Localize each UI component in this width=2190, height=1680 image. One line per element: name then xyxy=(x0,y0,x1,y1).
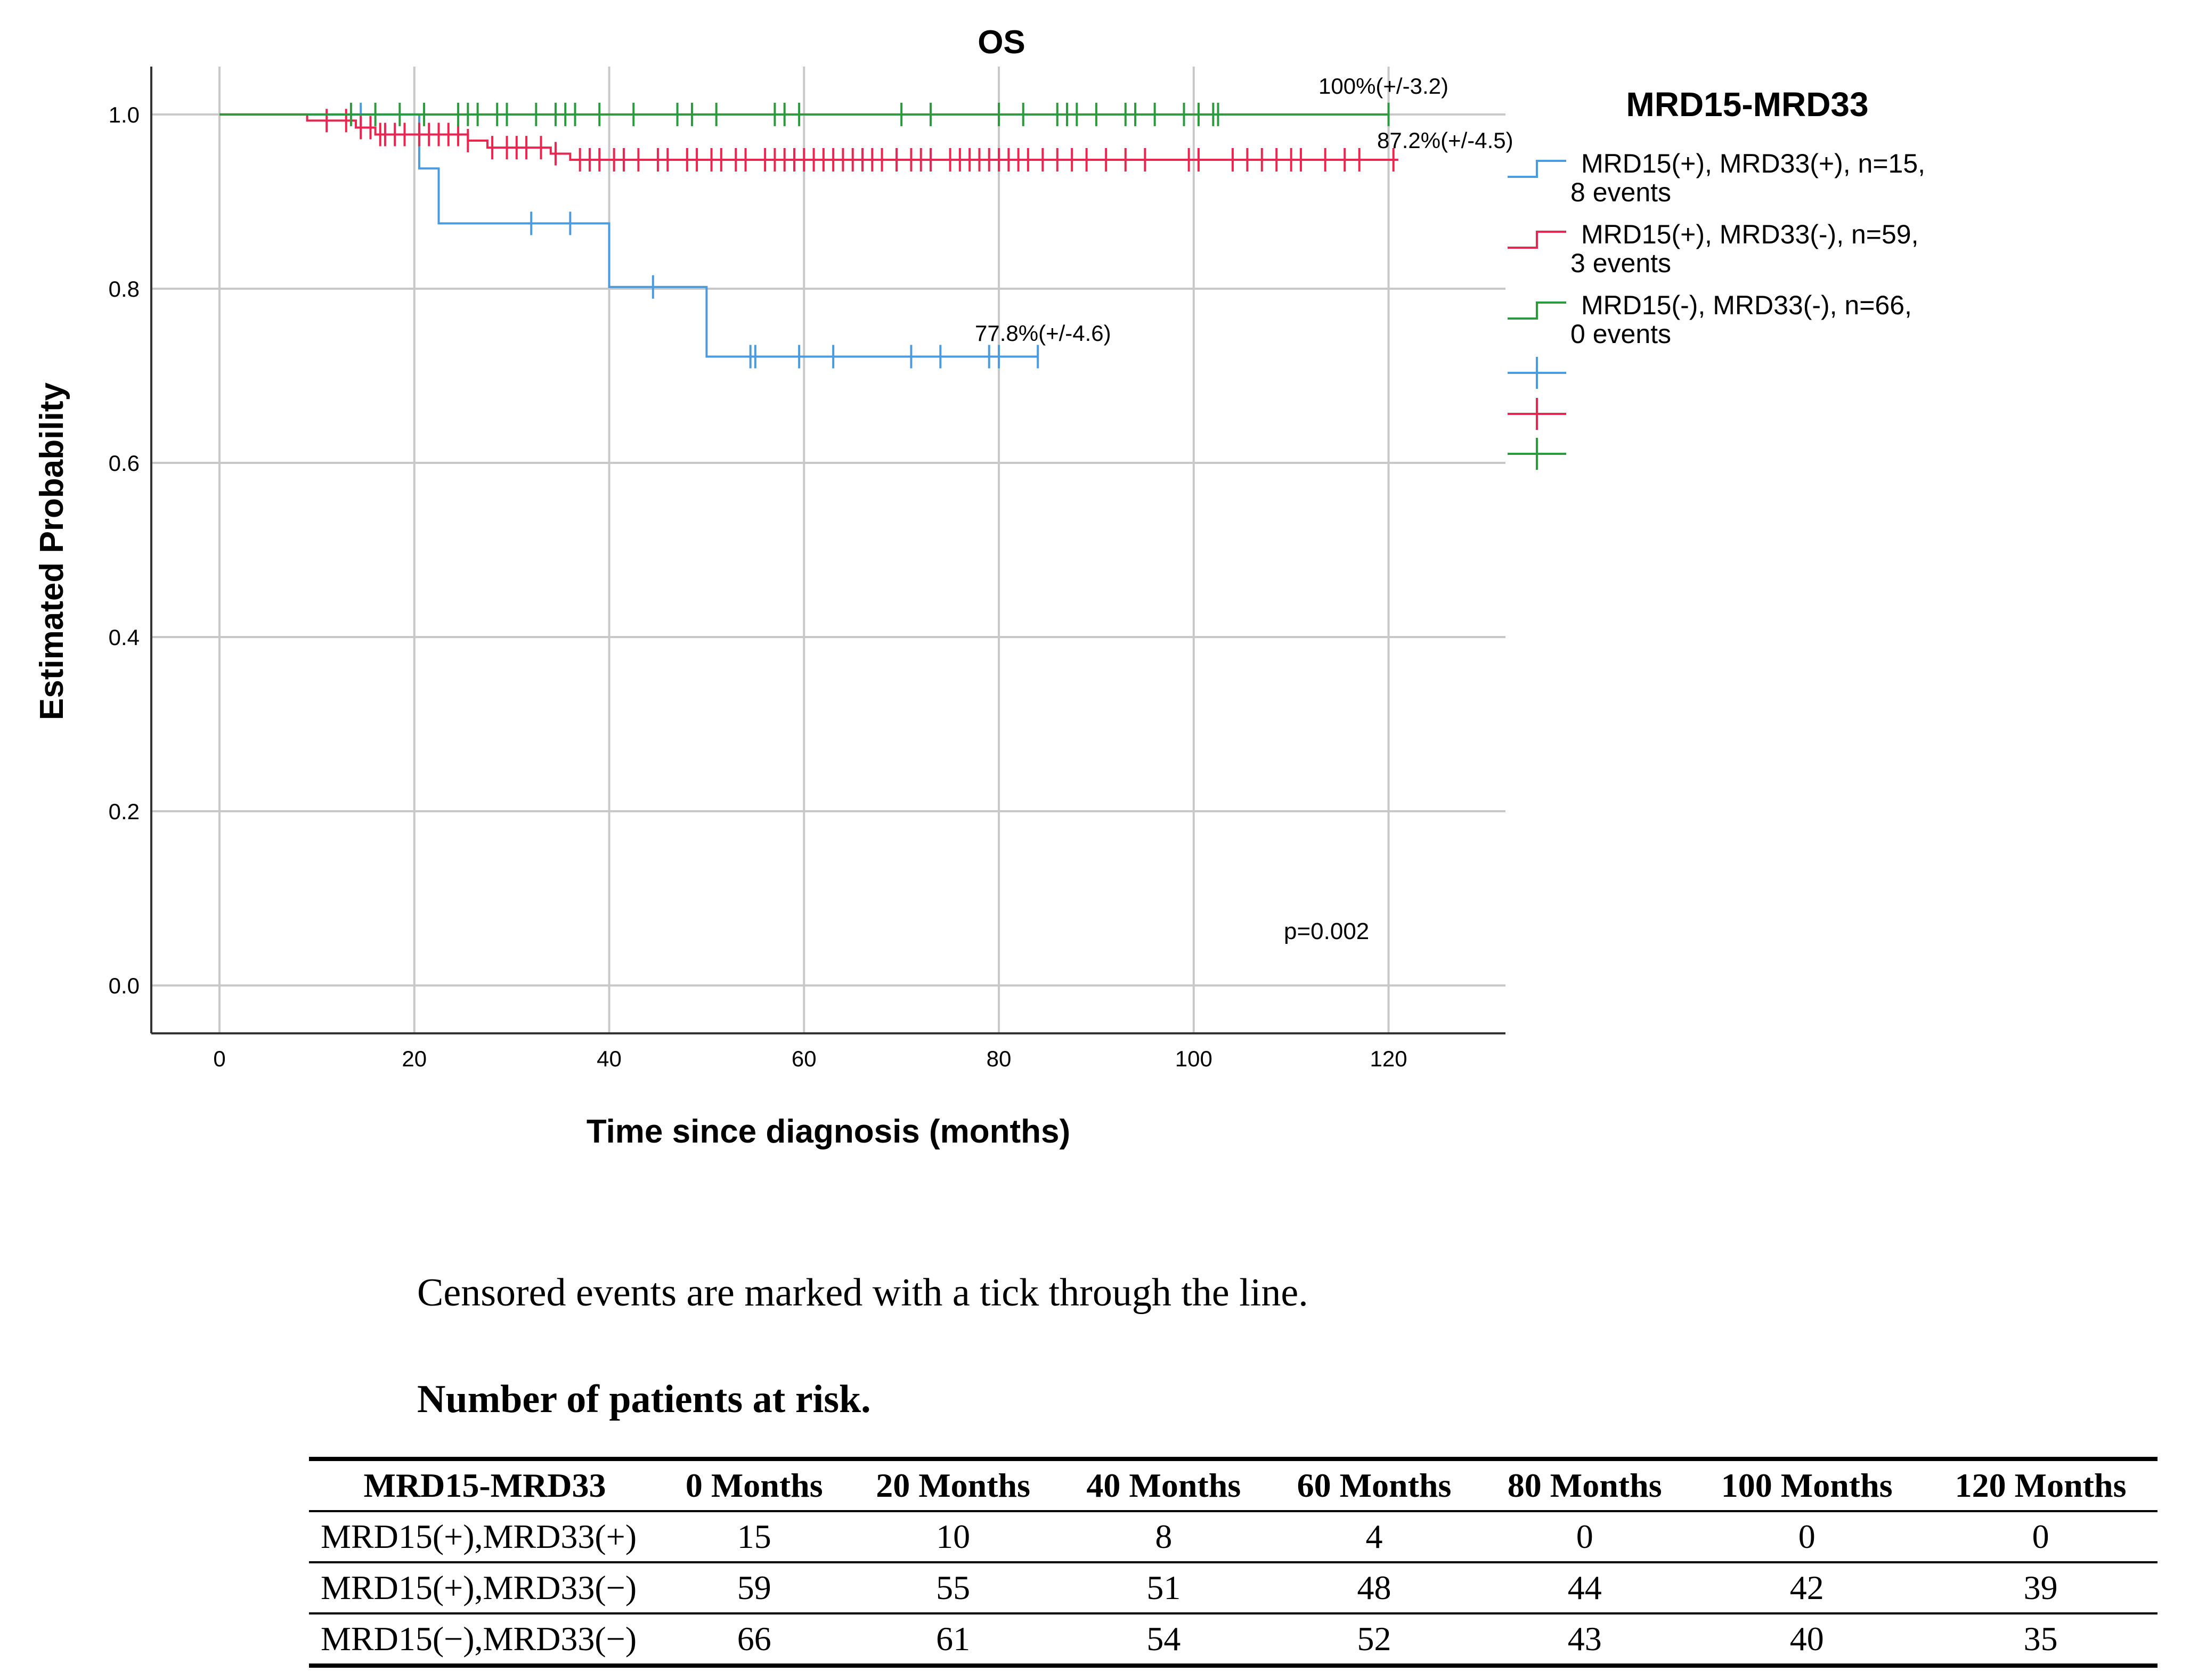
table-header-cell: 40 Months xyxy=(1058,1459,1269,1512)
km-chart: OS 0 20 40 60 80 100 120 0.0 0.2 0.4 0.6 0.8 1.0 77.… xyxy=(34,24,1925,1150)
y-tick-label: 0.0 xyxy=(109,973,140,998)
table-cell: 15 xyxy=(661,1511,848,1563)
table-row: MRD15(−),MRD33(−) 66 61 54 52 43 40 35 xyxy=(309,1613,2158,1666)
legend-line-swatch xyxy=(1508,231,1566,249)
series-line-2 xyxy=(219,113,1398,161)
y-tick-label: 1.0 xyxy=(109,102,140,127)
table-header-cell: 80 Months xyxy=(1479,1459,1690,1512)
end-label-2: 87.2%(+/-4.5) xyxy=(1377,128,1513,153)
x-tick-label: 60 xyxy=(792,1046,817,1071)
table-header-cell: 120 Months xyxy=(1924,1459,2158,1512)
table-cell: MRD15(−),MRD33(−) xyxy=(321,1620,637,1658)
grid xyxy=(151,67,1505,1033)
legend: MRD15(+), MRD33(+), n=15,8 events MRD15(+… xyxy=(1508,149,1925,470)
table-cell: 0 xyxy=(1924,1511,2158,1563)
legend-title: MRD15-MRD33 xyxy=(1626,85,1868,124)
table-cell: 59 xyxy=(661,1562,848,1614)
x-tick-label: 100 xyxy=(1175,1046,1212,1071)
table-cell: 42 xyxy=(1690,1562,1924,1614)
y-axis-label: Estimated Probability xyxy=(34,382,70,720)
y-tick-label: 0.2 xyxy=(109,799,140,824)
end-label-3: 100%(+/-3.2) xyxy=(1318,74,1448,99)
table-header-cell: 0 Months xyxy=(661,1459,848,1512)
y-tick-label: 0.4 xyxy=(109,625,140,650)
table-cell: MRD15(+),MRD33(+) xyxy=(309,1511,661,1563)
table-header-cell: MRD15-MRD33 xyxy=(309,1459,661,1512)
table-cell: 0 xyxy=(1479,1511,1690,1563)
legend-label: MRD15(-), MRD33(-), n=66, xyxy=(1581,290,1912,320)
table-cell: MRD15(+),MRD33(−) xyxy=(309,1562,661,1614)
legend-label: 0 events xyxy=(1570,319,1671,349)
series-line-1 xyxy=(219,113,1038,358)
table-cell: 4 xyxy=(1268,1511,1480,1563)
table-cell: 39 xyxy=(1924,1562,2158,1614)
table-cell: 44 xyxy=(1479,1562,1690,1614)
table-cell: 10 xyxy=(848,1511,1059,1563)
legend-line-swatch xyxy=(1508,301,1566,320)
table-title: Number of patients at risk. xyxy=(417,1377,871,1421)
table-cell: 52 xyxy=(1357,1620,1391,1658)
x-tick-label: 40 xyxy=(597,1046,622,1071)
y-tick-label: 0.8 xyxy=(109,276,140,301)
tick-labels: 0 20 40 60 80 100 120 0.0 0.2 0.4 0.6 0.8 1.0 xyxy=(109,102,1407,1071)
table-header-cell: 20 Months xyxy=(848,1459,1059,1512)
legend-label: MRD15(+), MRD33(-), n=59, xyxy=(1581,219,1919,249)
at-risk-table: MRD15-MRD33 0 Months 20 Months 40 Months… xyxy=(309,1457,2158,1668)
table-cell: 40 xyxy=(1789,1620,1824,1658)
chart-title: OS xyxy=(978,24,1025,61)
table-cell: 51 xyxy=(1058,1562,1269,1614)
table-cell: 0 xyxy=(1690,1511,1924,1563)
table-header-cell: 100 Months xyxy=(1690,1459,1924,1512)
legend-label: 8 events xyxy=(1570,177,1671,207)
table-cell: 54 xyxy=(1146,1620,1181,1658)
p-value: p=0.002 xyxy=(1284,918,1369,944)
legend-line-swatch xyxy=(1508,160,1566,178)
table-row: MRD15(+),MRD33(−) 59 55 51 48 44 42 39 xyxy=(309,1562,2158,1614)
x-tick-label: 80 xyxy=(987,1046,1012,1071)
table-cell: 43 xyxy=(1567,1620,1602,1658)
x-axis-label: Time since diagnosis (months) xyxy=(587,1113,1070,1150)
end-labels: 77.8%(+/-4.6) 87.2%(+/-4.5) 100%(+/-3.2) xyxy=(975,74,1513,346)
table-cell: 66 xyxy=(737,1620,771,1658)
end-label-1: 77.8%(+/-4.6) xyxy=(975,321,1111,346)
table-cell: 48 xyxy=(1268,1562,1480,1614)
table-header-cell: 60 Months xyxy=(1268,1459,1480,1512)
table-cell: 8 xyxy=(1058,1511,1269,1563)
table-header-row: MRD15-MRD33 0 Months 20 Months 40 Months… xyxy=(309,1459,2158,1512)
table-cell: 55 xyxy=(848,1562,1059,1614)
legend-label: MRD15(+), MRD33(+), n=15, xyxy=(1581,149,1925,178)
y-tick-label: 0.6 xyxy=(109,451,140,476)
x-tick-label: 20 xyxy=(402,1046,427,1071)
series-lines xyxy=(219,102,1398,369)
caption: Censored events are marked with a tick t… xyxy=(417,1271,1308,1315)
legend-label: 3 events xyxy=(1570,248,1671,278)
table-cell: 35 xyxy=(2023,1620,2058,1658)
x-tick-label: 0 xyxy=(213,1046,225,1071)
x-tick-label: 120 xyxy=(1370,1046,1407,1071)
table-cell: 61 xyxy=(936,1620,971,1658)
table-row: MRD15(+),MRD33(+) 15 10 8 4 0 0 0 xyxy=(309,1511,2158,1563)
